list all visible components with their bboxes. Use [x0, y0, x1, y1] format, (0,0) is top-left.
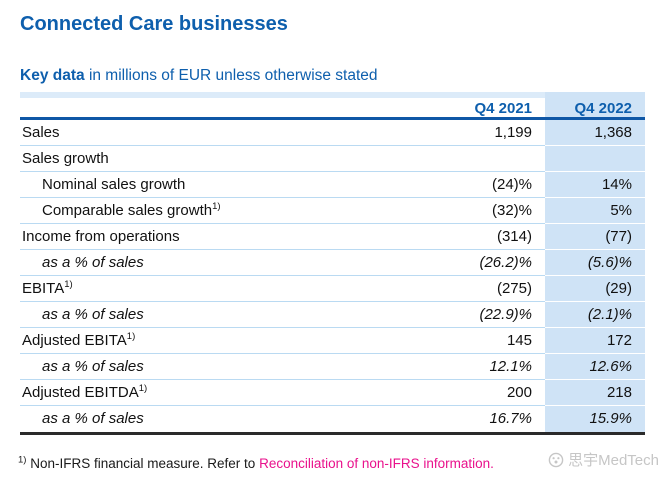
row-label: Sales growth: [20, 146, 435, 172]
row-label-text: as a % of sales: [42, 306, 144, 323]
q4-2022-value: 14%: [545, 172, 645, 198]
q4-2021-value: [435, 146, 545, 172]
row-label: EBITA1): [20, 276, 435, 302]
row-label: as a % of sales: [20, 406, 435, 432]
footnote: 1) Non-IFRS financial measure. Refer to …: [18, 455, 645, 472]
row-label: as a % of sales: [20, 354, 435, 380]
footnote-marker: 1): [138, 383, 148, 394]
q4-2022-value: [545, 146, 645, 172]
row-label: Sales: [20, 120, 435, 146]
row-label: as a % of sales: [20, 250, 435, 276]
row-label: Adjusted EBITDA1): [20, 380, 435, 406]
table-body: Sales 1,199 1,368 Sales growth Nominal sales…: [20, 120, 645, 432]
q4-2021-value: (24)%: [435, 172, 545, 198]
row-label: Income from operations: [20, 224, 435, 250]
table-row: as a % of sales (22.9)% (2.1)%: [20, 302, 645, 328]
table-row: Adjusted EBITA1) 145 172: [20, 328, 645, 354]
q4-2021-value: 12.1%: [435, 354, 545, 380]
table-row: Nominal sales growth (24)% 14%: [20, 172, 645, 198]
table-row: as a % of sales 16.7% 15.9%: [20, 406, 645, 432]
q4-2021-value: 16.7%: [489, 410, 532, 427]
footnote-marker: 1): [126, 331, 136, 342]
q4-2021-value: (26.2)%: [435, 250, 545, 276]
column-header-q4-2022: Q4 2022: [545, 98, 645, 117]
column-header-q4-2021: Q4 2021: [474, 100, 532, 117]
table-row: Sales 1,199 1,368: [20, 120, 645, 146]
row-label-text: as a % of sales: [42, 254, 144, 271]
watermark: 思宇MedTech: [548, 449, 659, 470]
row-label-text: as a % of sales: [42, 410, 144, 427]
table-row: as a % of sales 12.1% 12.6%: [20, 354, 645, 380]
row-label: Nominal sales growth: [20, 172, 435, 198]
q4-2022-value: (5.6)%: [545, 250, 645, 276]
row-label-text: Adjusted EBITDA: [22, 384, 139, 401]
footnote-marker: 1): [18, 454, 27, 466]
row-label-text: Adjusted EBITA: [22, 332, 127, 349]
table-row: EBITA1) (275) (29): [20, 276, 645, 302]
reconciliation-link[interactable]: Reconciliation of non-IFRS information.: [259, 456, 494, 471]
row-label-text: Comparable sales growth: [42, 202, 213, 219]
row-label-text: Nominal sales growth: [42, 176, 186, 193]
footnote-marker: 1): [64, 279, 73, 290]
q4-2022-value: 172: [545, 328, 645, 354]
q4-2021-value: (22.9)%: [435, 302, 545, 328]
row-label: Adjusted EBITA1): [20, 328, 435, 354]
q4-2022-value: 5%: [545, 198, 645, 224]
table-row: Comparable sales growth1) (32)% 5%: [20, 198, 645, 224]
q4-2021-value: (314): [435, 224, 545, 250]
table-row: Sales growth: [20, 146, 645, 172]
q4-2022-value: 1,368: [545, 120, 645, 146]
row-label-text: Sales growth: [22, 150, 109, 167]
circle-logo-icon: [548, 452, 564, 468]
q4-2022-value: 12.6%: [545, 354, 645, 380]
header-label-spacer: [20, 98, 435, 117]
q4-2021-value: 1,199: [435, 120, 545, 146]
row-label-text: Income from operations: [22, 228, 180, 245]
row-label-text: Sales: [22, 124, 60, 141]
table-header-row: Q4 2021 Q4 2022: [20, 98, 645, 120]
table-caption: Key data in millions of EUR unless other…: [20, 66, 643, 85]
q4-2022-value: (77): [545, 224, 645, 250]
caption-units: in millions of EUR unless otherwise stat…: [88, 67, 378, 84]
footnote-marker: 1): [212, 201, 221, 212]
footnote-text: Non-IFRS financial measure. Refer to: [30, 456, 256, 471]
q4-2021-value: 200: [435, 380, 545, 406]
watermark-text: 思宇MedTech: [568, 452, 659, 469]
q4-2022-value: (2.1)%: [545, 302, 645, 328]
q4-2022-value: 218: [545, 380, 645, 406]
row-label: Comparable sales growth1): [20, 198, 435, 224]
table-row: as a % of sales (26.2)% (5.6)%: [20, 250, 645, 276]
page-title: Connected Care businesses: [20, 13, 288, 35]
caption-key-data: Key data: [20, 67, 85, 84]
table-row: Income from operations (314) (77): [20, 224, 645, 250]
q4-2021-value: 145: [435, 328, 545, 354]
q4-2022-value: 15.9%: [545, 406, 645, 432]
q4-2021-value: (32)%: [435, 198, 545, 224]
row-label-text: EBITA: [22, 280, 65, 297]
q4-2021-value: (275): [435, 276, 545, 302]
row-label: as a % of sales: [20, 302, 435, 328]
table-top-strip: [20, 92, 645, 98]
key-data-table: Q4 2021 Q4 2022 Sales 1,199 1,368 Sales gro…: [20, 92, 645, 435]
table-row: Adjusted EBITDA1) 200 218: [20, 380, 645, 406]
q4-2022-value: (29): [545, 276, 645, 302]
row-label-text: as a % of sales: [42, 358, 144, 375]
